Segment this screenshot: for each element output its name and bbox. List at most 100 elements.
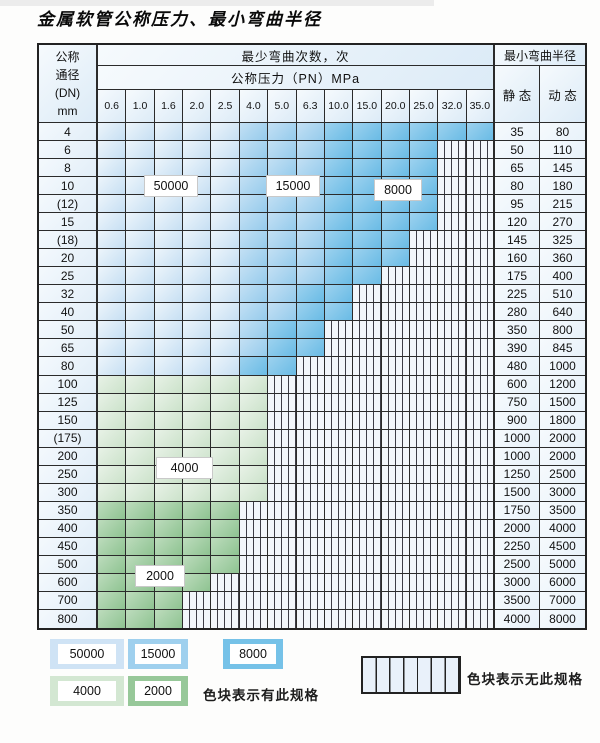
cell-no-spec bbox=[353, 303, 382, 322]
cell-rating-2000 bbox=[126, 609, 155, 628]
cell-static: 2500 bbox=[495, 555, 540, 574]
dn-header-line: 通径 bbox=[55, 67, 80, 82]
cell-no-spec bbox=[466, 357, 495, 376]
cell-static: 160 bbox=[495, 249, 540, 268]
cell-rating-50000 bbox=[211, 177, 240, 196]
cell-no-spec bbox=[466, 231, 495, 250]
cell-no-spec bbox=[381, 609, 410, 628]
dn-column-header: 公称 通径 (DN) mm bbox=[39, 45, 98, 123]
cell-no-spec bbox=[466, 429, 495, 448]
cell-no-spec bbox=[239, 609, 269, 628]
cell-rating-2000 bbox=[126, 537, 155, 556]
cell-dynamic: 145 bbox=[540, 159, 585, 178]
cell-rating-8000 bbox=[381, 213, 410, 232]
cell-rating-50000 bbox=[211, 357, 240, 376]
cell-no-spec bbox=[239, 501, 269, 520]
cell-rating-4000 bbox=[98, 465, 127, 484]
cell-rating-50000 bbox=[154, 357, 184, 376]
cell-static: 120 bbox=[495, 213, 540, 232]
cell-no-spec bbox=[296, 501, 325, 520]
cell-rating-8000 bbox=[324, 123, 354, 142]
cell-rating-8000 bbox=[239, 357, 269, 376]
cell-rating-15000 bbox=[239, 141, 269, 160]
cell-dynamic: 180 bbox=[540, 177, 585, 196]
cell-dynamic: 2000 bbox=[540, 447, 585, 466]
cell-no-spec bbox=[268, 609, 297, 628]
cell-no-spec bbox=[353, 339, 382, 358]
cell-no-spec bbox=[438, 213, 467, 232]
cell-rating-15000 bbox=[239, 285, 269, 304]
cell-no-spec bbox=[296, 483, 325, 502]
cell-rating-15000 bbox=[296, 249, 325, 268]
cell-no-spec bbox=[466, 609, 495, 628]
cell-rating-8000 bbox=[353, 123, 382, 142]
cell-rating-2000 bbox=[211, 501, 240, 520]
cell-dynamic: 4000 bbox=[540, 519, 585, 538]
cell-dynamic: 2500 bbox=[540, 465, 585, 484]
cell-rating-50000 bbox=[98, 339, 127, 358]
cell-dn: 450 bbox=[39, 537, 98, 556]
cell-rating-50000 bbox=[154, 213, 184, 232]
legend-chip-4000: 4000 bbox=[50, 676, 124, 706]
cell-rating-50000 bbox=[183, 249, 212, 268]
cell-no-spec bbox=[438, 519, 467, 538]
cell-rating-4000 bbox=[239, 375, 269, 394]
cell-rating-4000 bbox=[183, 375, 212, 394]
cell-no-spec bbox=[409, 285, 439, 304]
cell-no-spec bbox=[324, 393, 354, 412]
cell-no-spec bbox=[466, 159, 495, 178]
cell-no-spec bbox=[409, 393, 439, 412]
cell-no-spec bbox=[296, 375, 325, 394]
cell-rating-8000 bbox=[324, 195, 354, 214]
cell-no-spec bbox=[409, 303, 439, 322]
cell-no-spec bbox=[466, 483, 495, 502]
cell-static: 35 bbox=[495, 123, 540, 142]
cell-rating-50000 bbox=[211, 159, 240, 178]
overlay-label-2000: 2000 bbox=[135, 565, 185, 587]
cell-rating-8000 bbox=[353, 213, 382, 232]
overlay-label-8000: 8000 bbox=[374, 179, 422, 201]
cell-rating-4000 bbox=[239, 411, 269, 430]
cell-rating-15000 bbox=[239, 267, 269, 286]
cell-rating-8000 bbox=[381, 159, 410, 178]
cell-no-spec bbox=[438, 249, 467, 268]
cell-no-spec bbox=[438, 573, 467, 592]
cell-no-spec bbox=[296, 609, 325, 628]
cell-no-spec bbox=[466, 519, 495, 538]
cell-rating-4000 bbox=[239, 483, 269, 502]
bend-count-title: 最少弯曲次数，次 bbox=[98, 45, 495, 66]
cell-rating-8000 bbox=[268, 339, 297, 358]
cell-no-spec bbox=[353, 393, 382, 412]
cell-no-spec bbox=[438, 141, 467, 160]
cell-no-spec bbox=[324, 519, 354, 538]
cell-no-spec bbox=[409, 465, 439, 484]
cell-rating-2000 bbox=[126, 591, 155, 610]
cell-no-spec bbox=[381, 375, 410, 394]
cell-no-spec bbox=[211, 573, 240, 592]
cell-rating-50000 bbox=[211, 231, 240, 250]
cell-dynamic: 110 bbox=[540, 141, 585, 160]
cell-no-spec bbox=[324, 591, 354, 610]
cell-dn: 300 bbox=[39, 483, 98, 502]
cell-rating-50000 bbox=[98, 357, 127, 376]
cell-rating-2000 bbox=[211, 537, 240, 556]
cell-no-spec bbox=[466, 213, 495, 232]
cell-rating-50000 bbox=[154, 231, 184, 250]
cell-rating-8000 bbox=[353, 159, 382, 178]
cell-no-spec bbox=[268, 591, 297, 610]
cell-no-spec bbox=[353, 519, 382, 538]
legend-no-spec-swatch bbox=[361, 656, 461, 694]
cell-rating-15000 bbox=[239, 159, 269, 178]
cell-rating-2000 bbox=[98, 519, 127, 538]
cell-no-spec bbox=[409, 267, 439, 286]
cell-no-spec bbox=[324, 375, 354, 394]
cell-rating-50000 bbox=[211, 141, 240, 160]
cell-rating-4000 bbox=[183, 483, 212, 502]
cell-no-spec bbox=[296, 447, 325, 466]
cell-rating-8000 bbox=[324, 141, 354, 160]
cell-dn: (18) bbox=[39, 231, 98, 250]
cell-dn: 150 bbox=[39, 411, 98, 430]
cell-rating-15000 bbox=[268, 141, 297, 160]
cell-rating-50000 bbox=[183, 303, 212, 322]
cell-no-spec bbox=[409, 537, 439, 556]
